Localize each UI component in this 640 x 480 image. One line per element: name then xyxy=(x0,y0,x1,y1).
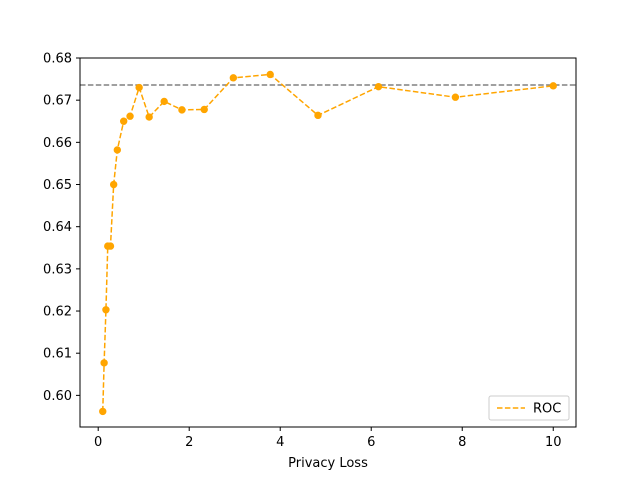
x-tick-label: 6 xyxy=(367,435,375,450)
y-tick-label: 0.62 xyxy=(43,305,72,320)
y-tick-label: 0.67 xyxy=(43,94,72,109)
y-tick-label: 0.65 xyxy=(43,178,72,193)
data-point xyxy=(549,82,557,90)
x-axis-label: Privacy Loss xyxy=(288,456,368,471)
data-point xyxy=(113,146,122,154)
data-point xyxy=(119,117,128,125)
data-point xyxy=(126,112,134,120)
data-point xyxy=(374,82,383,91)
plot-area xyxy=(80,70,576,416)
y-tick-label: 0.68 xyxy=(43,52,72,67)
data-point xyxy=(102,306,110,314)
data-point xyxy=(135,83,143,92)
axis-ticks: 0 2 4 6 8 10 0.60 0.61 0.62 0.63 0.64 0.65 0.66 0.67 0… xyxy=(43,52,561,451)
data-point xyxy=(99,407,107,416)
y-tick-label: 0.61 xyxy=(43,347,72,362)
x-tick-label: 2 xyxy=(185,435,193,450)
y-tick-label: 0.66 xyxy=(43,136,72,151)
data-point xyxy=(160,97,168,106)
data-point xyxy=(106,242,115,250)
data-point xyxy=(451,93,460,101)
y-tick-label: 0.63 xyxy=(43,262,72,277)
data-point xyxy=(200,105,208,114)
legend: ROC xyxy=(488,395,570,421)
x-tick-label: 10 xyxy=(545,435,562,450)
y-tick-label: 0.60 xyxy=(43,389,72,404)
x-tick-label: 4 xyxy=(276,435,284,450)
y-tick-label: 0.64 xyxy=(43,220,72,235)
axes-frame xyxy=(79,57,577,428)
data-point xyxy=(178,106,186,114)
series-line-roc xyxy=(102,73,554,412)
data-point xyxy=(145,113,153,121)
x-tick-label: 8 xyxy=(458,435,466,450)
data-point xyxy=(109,180,118,189)
x-tick-label: 0 xyxy=(94,435,102,450)
data-point xyxy=(229,74,238,82)
data-point xyxy=(314,111,322,120)
data-point xyxy=(100,359,108,367)
legend-box xyxy=(488,395,570,421)
legend-label-roc: ROC xyxy=(533,402,561,417)
data-point xyxy=(266,70,274,79)
